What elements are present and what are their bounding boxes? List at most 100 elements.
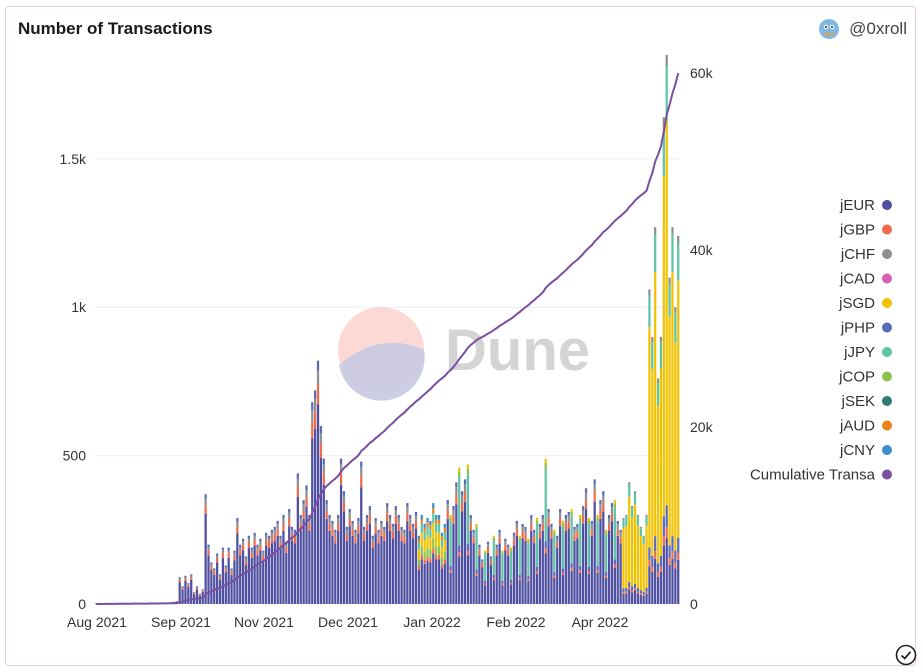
bar-segment-jPHP: [518, 574, 521, 579]
bar-segment-jPHP: [265, 532, 268, 536]
bar-segment-jGBP: [651, 566, 654, 572]
bar-segment-jEUR: [325, 518, 328, 604]
bar-segment-jGBP: [558, 518, 562, 527]
bar-segment-jPHP: [547, 509, 550, 513]
y-right-tick-label: 40k: [690, 242, 714, 258]
bar-segment-jCHF: [521, 527, 524, 532]
bar-segment-jPHP: [187, 583, 190, 585]
legend-label: jPHP: [840, 320, 875, 337]
bar-segment-jCHF: [296, 478, 299, 487]
bar-segment-jCHF: [636, 514, 640, 517]
bar-segment-jEUR: [535, 573, 539, 604]
bar-segment-jCHF: [507, 547, 510, 551]
cumulative-line-layer: [96, 72, 680, 605]
bar-segment-jGBP: [423, 559, 426, 564]
bar-segment-jEUR: [262, 560, 265, 604]
bar-segment-jAUD: [435, 519, 438, 524]
bar-segment-jCHF: [495, 547, 498, 551]
bar-segment-jJPY: [435, 523, 438, 533]
bar-segment-jPHP: [472, 529, 475, 533]
bar-segment-jEUR: [187, 586, 190, 604]
bar-segment-jCHF: [386, 507, 389, 514]
bar-segment-jCOP: [492, 537, 495, 541]
bar-segment-jPHP: [550, 523, 553, 528]
bar-segment-jEUR: [412, 538, 415, 604]
bar-segment-jCOP: [449, 517, 452, 522]
bar-segment-jAUD: [432, 508, 435, 514]
bar-segment-jCHF: [290, 529, 294, 535]
bar-segment-jEUR: [587, 573, 591, 604]
bar-segment-jEUR: [656, 576, 660, 604]
bar-segment-jEUR: [570, 570, 573, 604]
bar-segment-jGBP: [181, 587, 184, 590]
bar-segment-jEUR: [302, 518, 305, 604]
legend-label: Cumulative Transa: [750, 467, 876, 484]
bar-segment-jEUR: [665, 538, 668, 604]
bar-segment-jCHF: [345, 529, 348, 535]
bar-segment-jGBP: [622, 591, 625, 594]
bar-segment-jCHF: [388, 518, 392, 524]
bar-segment-jPHP: [521, 523, 524, 528]
bar-segment-jSGD: [674, 342, 677, 551]
bar-segment-jEUR: [351, 535, 354, 604]
bar-segment-jJPY: [527, 543, 530, 576]
bar-segment-jCHF: [533, 532, 536, 538]
bar-segment-jGBP: [221, 553, 225, 558]
legend-swatch: [882, 322, 892, 333]
bar-segment-jEUR: [530, 531, 533, 604]
bar-segment-jGBP: [285, 547, 288, 553]
bar-segment-jCOP: [458, 471, 461, 478]
bar-segment-jCHF: [472, 532, 475, 538]
bar-segment-jSGD: [484, 550, 487, 553]
bar-segment-jGBP: [357, 526, 360, 534]
bar-segment-jPHP: [394, 506, 397, 510]
bar-segment-jCNY: [426, 517, 429, 523]
bar-segment-jEUR: [475, 575, 478, 604]
bar-segment-jSGD: [622, 528, 625, 589]
bar-segment-jCHF: [311, 410, 314, 423]
bar-segment-jEUR: [642, 595, 645, 604]
bar-segment-jEUR: [662, 545, 665, 604]
bar-segment-jPHP: [648, 547, 651, 560]
bar-segment-jEUR: [368, 523, 372, 604]
bar-segment-jGBP: [602, 502, 605, 512]
bar-segment-jCHF: [414, 515, 418, 522]
bar-segment-jGBP: [322, 473, 325, 485]
bar-segment-jCHF: [383, 529, 386, 535]
bar-segment-jCHF: [573, 529, 576, 535]
bar-segment-jEUR: [276, 535, 279, 604]
bar-segment-jGBP: [409, 523, 412, 531]
bar-segment-jPHP: [282, 514, 285, 519]
author-badge[interactable]: @0xroll: [817, 17, 907, 41]
bar-segment-jCHF: [648, 289, 651, 296]
bar-segment-jGBP: [316, 384, 320, 405]
bar-segment-jGBP: [400, 534, 403, 541]
bar-segment-jGBP: [279, 542, 282, 549]
bar-segment-jEUR: [265, 545, 268, 604]
bar-segment-jGBP: [371, 542, 374, 549]
check-icon[interactable]: [895, 644, 917, 666]
watermark-logo-bottom: [339, 342, 425, 401]
bar-segment-jCOP: [509, 549, 513, 552]
bar-segment-jGBP: [458, 552, 461, 557]
bar-segment-jJPY: [639, 528, 642, 537]
bar-segment-jGBP: [195, 587, 199, 590]
bar-segment-jJPY: [475, 529, 478, 570]
bar-segment-jGBP: [607, 523, 611, 531]
bar-segment-jEUR: [423, 563, 426, 604]
bar-segment-jSGD: [435, 532, 438, 547]
bar-segment-jEUR: [227, 557, 230, 604]
bar-segment-jPHP: [656, 563, 660, 573]
bar-segment-jEUR: [518, 580, 521, 604]
bar-segment-jGBP: [302, 510, 305, 519]
bar-segment-jGBP: [515, 529, 518, 536]
bar-segment-jPHP: [348, 509, 351, 513]
bar-segment-jCOP: [553, 532, 556, 536]
bar-segment-jSGD: [596, 514, 599, 518]
bar-segment-jEUR: [296, 496, 299, 604]
bar-segment-jCOP: [420, 546, 423, 556]
bar-segment-jCNY: [435, 514, 438, 520]
bar-segment-jPHP: [351, 520, 354, 525]
bar-segment-jEUR: [239, 555, 242, 604]
bar-segment-jGBP: [613, 564, 616, 568]
